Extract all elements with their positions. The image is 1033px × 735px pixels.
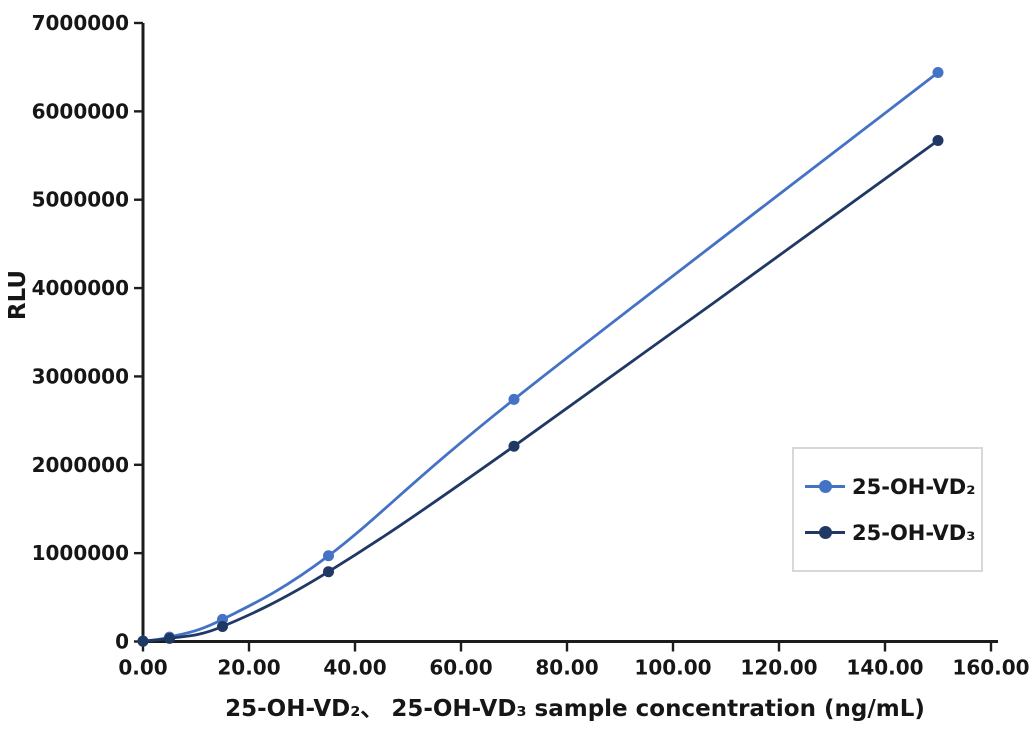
y-axis-title: RLU — [5, 270, 31, 320]
legend-entry-vd2: 25-OH-VD₂ — [805, 475, 981, 499]
legend-entry-vd3: 25-OH-VD₃ — [805, 521, 981, 545]
vd3-line-marker-icon — [805, 526, 845, 539]
x-tick-label: 60.00 — [429, 656, 492, 680]
vd2-line-marker-icon — [805, 480, 845, 493]
x-tick-label: 40.00 — [323, 656, 386, 680]
plot-area: 0 1000000 2000000 3000000 4000000 5000000 6000… — [32, 11, 1030, 680]
data-point-series-2 — [508, 440, 520, 452]
data-point-series-2 — [323, 566, 334, 578]
y-tick-label: 2000000 — [32, 453, 129, 477]
data-point-series-2 — [137, 635, 149, 647]
x-tick-label: 160.00 — [952, 656, 1029, 680]
data-point-series-2 — [164, 632, 175, 644]
legend-label-vd3: 25-OH-VD₃ — [852, 520, 976, 545]
x-tick-label: 0.00 — [118, 656, 167, 680]
data-point-series-1 — [932, 66, 944, 78]
y-tick-label: 5000000 — [32, 188, 129, 212]
x-tick-label: 20.00 — [217, 656, 280, 680]
y-tick-label: 0 — [115, 630, 129, 654]
x-tick-label: 100.00 — [634, 656, 711, 680]
data-point-series-2 — [932, 135, 944, 147]
x-tick-label: 120.00 — [740, 656, 817, 680]
y-tick-label: 1000000 — [32, 541, 129, 565]
legend-label-vd2: 25-OH-VD₂ — [852, 474, 976, 499]
data-point-series-2 — [217, 620, 228, 632]
data-point-series-1 — [323, 550, 334, 562]
series-line-2 — [141, 139, 940, 643]
y-tick-label: 4000000 — [32, 276, 129, 300]
y-tick-label: 3000000 — [32, 364, 129, 388]
x-tick-label: 140.00 — [846, 656, 923, 680]
y-tick-label: 7000000 — [32, 11, 129, 35]
data-point-series-1 — [508, 393, 520, 405]
x-tick-label: 80.00 — [535, 656, 598, 680]
series-line-1 — [141, 71, 940, 643]
x-axis-title: 25-OH-VD₂、 25-OH-VD₃ sample concentratio… — [225, 696, 925, 722]
chart-legend: 25-OH-VD₂ 25-OH-VD₃ — [792, 447, 983, 572]
y-tick-label: 6000000 — [32, 99, 129, 123]
